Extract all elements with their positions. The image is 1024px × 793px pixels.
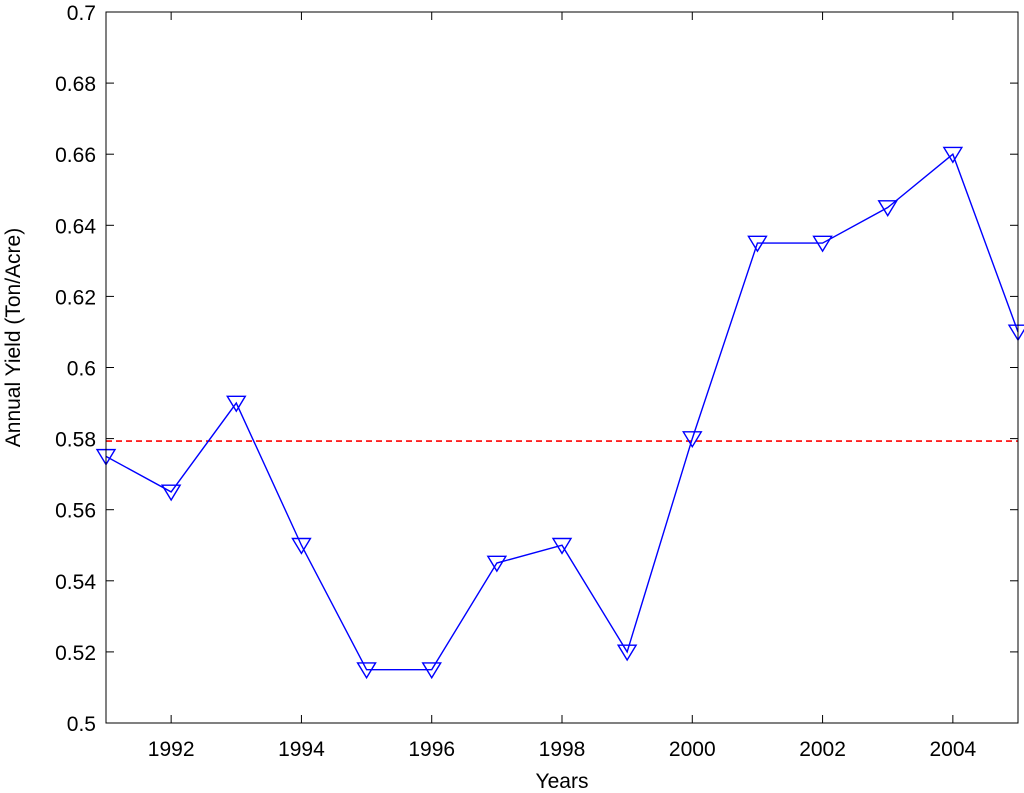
x-tick-label: 1998 (539, 738, 586, 761)
data-point-marker (682, 431, 703, 449)
y-tick-label: 0.5 (67, 713, 96, 736)
data-point-marker (551, 537, 573, 555)
data-point-marker (747, 235, 768, 253)
y-tick-label: 0.52 (55, 642, 96, 665)
x-tick-label: 2000 (669, 738, 716, 761)
x-tick-label: 2004 (929, 738, 976, 761)
data-point-marker (486, 555, 508, 573)
data-point-marker (942, 146, 964, 164)
plot-area (106, 12, 1018, 723)
y-tick-label: 0.66 (55, 144, 96, 167)
y-tick-label: 0.54 (55, 571, 96, 594)
data-point-marker (356, 662, 377, 680)
data-point-marker (877, 200, 898, 217)
y-axis-title: Annual Yield (Ton/Acre) (2, 228, 25, 447)
data-point-marker (160, 484, 182, 502)
y-tick-label: 0.58 (55, 429, 96, 452)
y-tick-label: 0.6 (67, 358, 96, 381)
x-axis: 1992 1994 1996 1998 2000 2002 2004 (148, 12, 977, 761)
y-tick-label: 0.62 (55, 286, 96, 309)
y-tick-label: 0.64 (55, 215, 96, 238)
x-tick-label: 2002 (799, 738, 846, 761)
series-line (105, 153, 1019, 671)
y-tick-label: 0.7 (67, 2, 96, 25)
data-point-marker (291, 537, 312, 555)
x-axis-title: Years (536, 770, 589, 793)
x-tick-label: 1996 (408, 738, 455, 761)
y-axis: 0.5 0.52 0.54 0.56 0.58 0.6 0.62 0.64 0.66 0.68 0.… (55, 2, 1018, 736)
y-tick-label: 0.68 (55, 73, 96, 96)
data-point-marker (812, 235, 833, 253)
series-layer (95, 146, 1024, 680)
data-point-marker (616, 644, 638, 662)
data-point-marker (226, 395, 247, 413)
y-tick-label: 0.56 (55, 500, 96, 523)
x-tick-label: 1992 (148, 738, 195, 761)
x-tick-label: 1994 (278, 738, 325, 761)
data-point-marker (421, 662, 442, 680)
